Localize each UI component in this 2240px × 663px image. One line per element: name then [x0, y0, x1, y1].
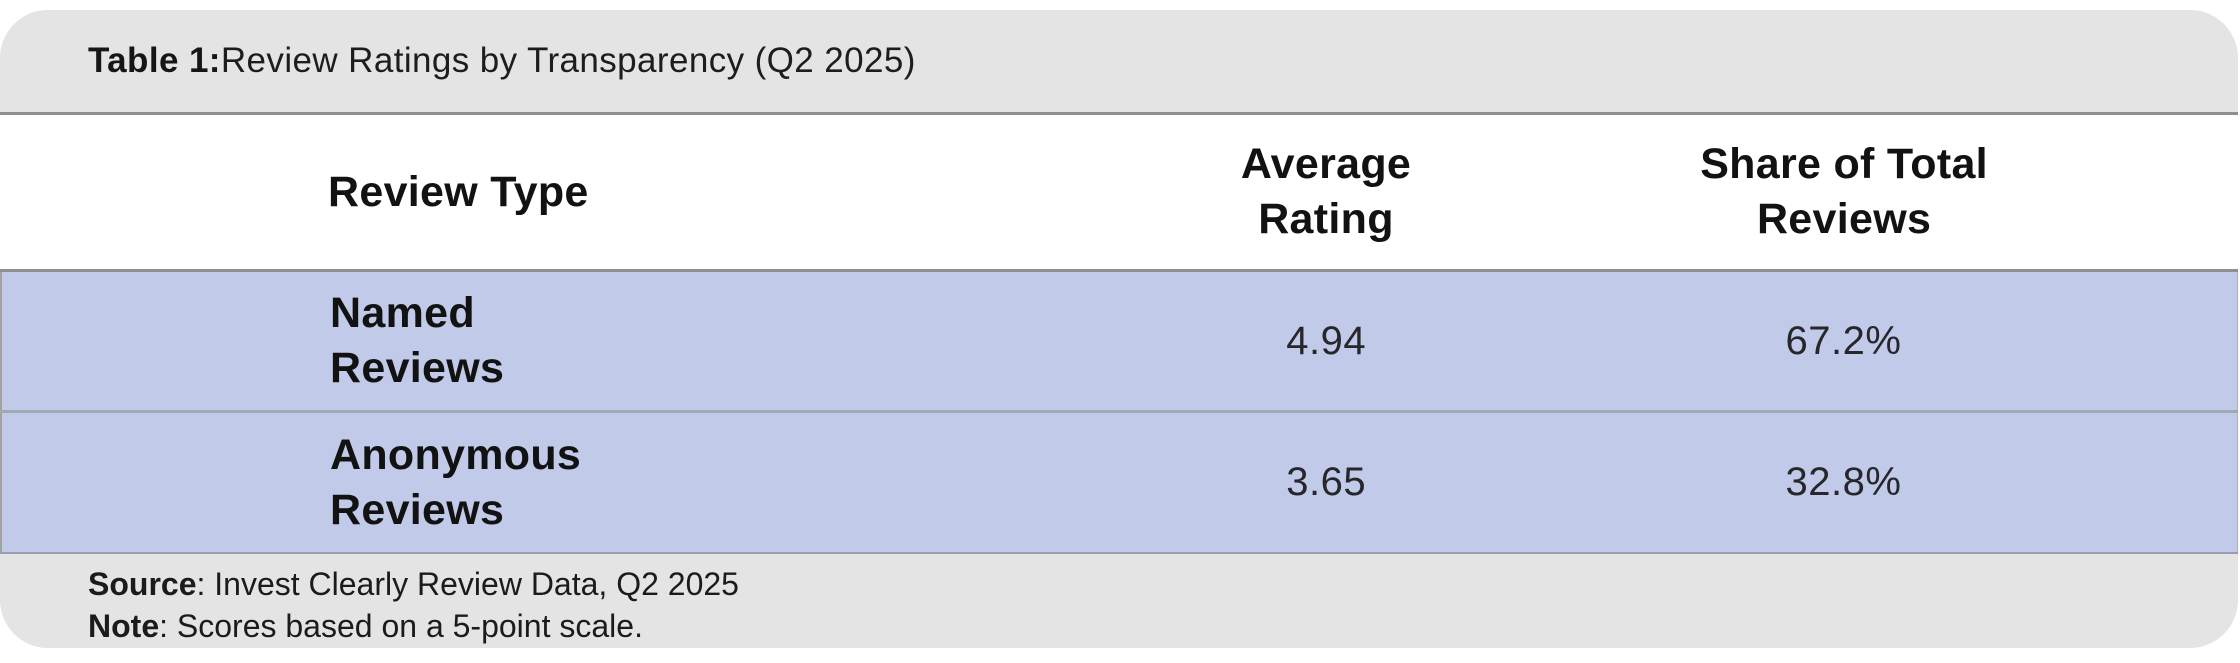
column-header-review-type: Review Type — [0, 115, 1052, 269]
table-footer-band: Source: Invest Clearly Review Data, Q2 2… — [0, 552, 2238, 648]
row-label: Anonymous Reviews — [330, 430, 582, 534]
footer-source-line: Source: Invest Clearly Review Data, Q2 2… — [88, 563, 2238, 605]
cell-review-type: Anonymous Reviews — [2, 413, 1052, 552]
cell-value: 32.8% — [1785, 460, 1902, 504]
cell-share-of-total: 32.8% — [1600, 413, 2237, 552]
cell-value: 3.65 — [1286, 460, 1367, 504]
table-figure-card: Table 1: Review Ratings by Transparency … — [0, 10, 2238, 648]
note-text: : Scores based on a 5-point scale. — [159, 608, 643, 644]
row-label: Named Reviews — [330, 289, 505, 392]
table-row-anonymous-reviews: Anonymous Reviews 3.65 32.8% — [0, 413, 2238, 552]
cell-review-type: Named Reviews — [2, 272, 1052, 410]
row-divider-line — [0, 410, 2238, 413]
note-label: Note — [88, 608, 160, 644]
column-header-label: Review Type — [328, 167, 589, 216]
column-header-label: Share of Total Reviews — [1700, 140, 1988, 243]
table-title-band: Table 1: Review Ratings by Transparency … — [0, 10, 2238, 115]
cell-value: 4.94 — [1286, 318, 1367, 363]
table-header-row: Review Type Average Rating Share of Tota… — [0, 115, 2238, 272]
table-row-named-reviews: Named Reviews 4.94 67.2% — [0, 272, 2238, 410]
cell-average-rating: 4.94 — [1052, 272, 1600, 410]
column-header-label: Average Rating — [1240, 140, 1412, 243]
column-header-share-of-total: Share of Total Reviews — [1600, 115, 2238, 269]
source-label: Source — [88, 566, 197, 602]
table-title-text: Review Ratings by Transparency (Q2 2025) — [220, 41, 916, 80]
table-title-prefix: Table 1: — [88, 41, 221, 80]
footer-note-line: Note: Scores based on a 5-point scale. — [88, 605, 2238, 647]
column-header-average-rating: Average Rating — [1052, 115, 1600, 269]
cell-share-of-total: 67.2% — [1600, 272, 2237, 410]
source-text: : Invest Clearly Review Data, Q2 2025 — [196, 566, 739, 602]
cell-average-rating: 3.65 — [1052, 413, 1600, 552]
cell-value: 67.2% — [1785, 318, 1902, 363]
